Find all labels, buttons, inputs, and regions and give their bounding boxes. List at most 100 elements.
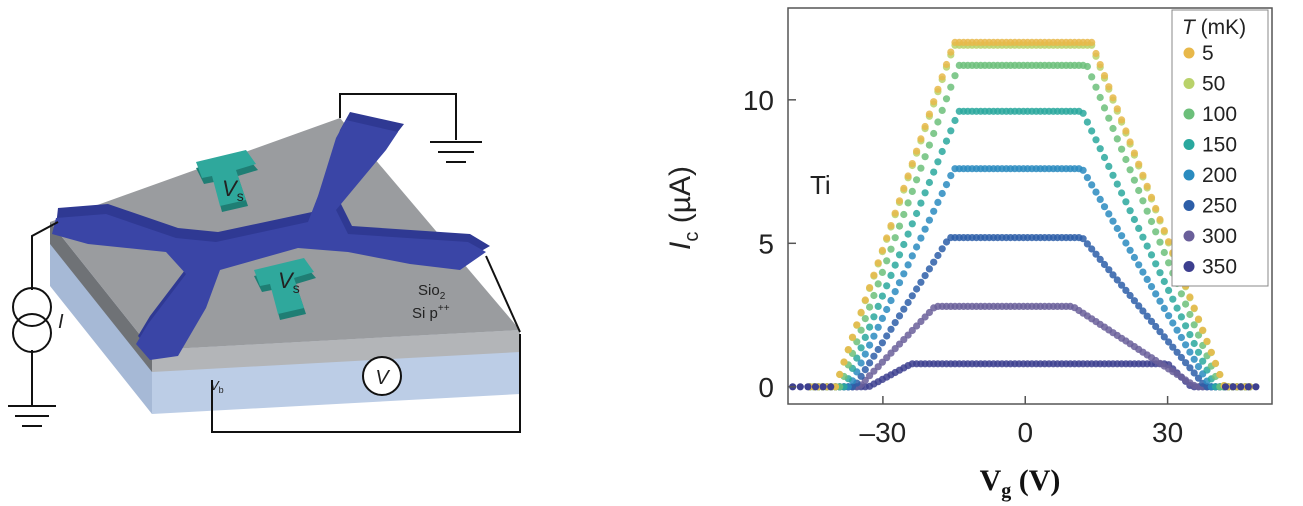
data-point bbox=[1118, 145, 1126, 153]
current-label: I bbox=[58, 311, 64, 333]
data-point bbox=[870, 332, 878, 340]
data-point bbox=[913, 285, 921, 293]
data-point bbox=[917, 234, 925, 242]
data-point bbox=[1186, 364, 1194, 372]
data-point bbox=[1135, 302, 1143, 310]
data-point bbox=[1079, 166, 1087, 174]
data-point bbox=[1122, 127, 1130, 135]
data-point bbox=[1130, 297, 1138, 305]
data-point bbox=[1088, 127, 1096, 135]
data-point bbox=[1169, 295, 1177, 303]
data-point bbox=[1194, 348, 1203, 356]
legend-label: 50 bbox=[1202, 73, 1225, 96]
data-point bbox=[887, 296, 895, 305]
data-point bbox=[866, 372, 874, 380]
data-point bbox=[853, 354, 861, 362]
data-point bbox=[1130, 176, 1138, 184]
data-point bbox=[1105, 210, 1113, 218]
data-point bbox=[1109, 94, 1117, 102]
data-point bbox=[925, 178, 934, 187]
data-point bbox=[861, 296, 869, 304]
data-point bbox=[942, 181, 951, 189]
data-point bbox=[930, 98, 938, 106]
data-point bbox=[1182, 322, 1190, 330]
data-point bbox=[1118, 189, 1126, 197]
data-point bbox=[1092, 188, 1100, 196]
data-point bbox=[1139, 171, 1147, 179]
data-point bbox=[908, 160, 916, 168]
data-point bbox=[913, 147, 921, 155]
data-point bbox=[796, 383, 804, 391]
data-point bbox=[1109, 124, 1117, 133]
data-point bbox=[1165, 312, 1173, 320]
data-point bbox=[1118, 281, 1126, 289]
data-point bbox=[1143, 182, 1151, 190]
legend-marker bbox=[1183, 169, 1195, 181]
back-gate-label: Vb bbox=[210, 378, 224, 395]
ground-icon bbox=[8, 405, 56, 427]
data-point bbox=[1190, 339, 1198, 348]
data-point bbox=[1194, 363, 1203, 371]
ground-icon bbox=[430, 141, 482, 163]
data-point bbox=[857, 326, 865, 334]
data-point bbox=[1126, 246, 1134, 254]
data-point bbox=[1105, 114, 1113, 122]
data-point bbox=[1229, 383, 1237, 391]
data-point bbox=[1122, 198, 1130, 206]
data-point bbox=[1088, 181, 1096, 189]
voltmeter-icon bbox=[362, 356, 402, 396]
data-point bbox=[1105, 162, 1113, 170]
x-tick-label: –30 bbox=[860, 417, 907, 448]
legend-label: 150 bbox=[1202, 134, 1237, 157]
data-point bbox=[947, 48, 955, 56]
data-point bbox=[1126, 166, 1134, 174]
data-point bbox=[857, 372, 865, 380]
legend-marker bbox=[1183, 230, 1195, 242]
data-point bbox=[811, 383, 820, 391]
data-point bbox=[1147, 317, 1156, 325]
data-point bbox=[917, 135, 925, 143]
data-point bbox=[883, 332, 891, 340]
data-point bbox=[1135, 261, 1143, 269]
data-point bbox=[1126, 207, 1134, 215]
data-point bbox=[904, 261, 912, 269]
data-point bbox=[908, 292, 916, 300]
data-point bbox=[836, 370, 844, 378]
data-point bbox=[1186, 348, 1194, 356]
data-point bbox=[1177, 290, 1185, 298]
data-point bbox=[1130, 215, 1138, 224]
voltmeter-label: V bbox=[375, 367, 390, 389]
data-point bbox=[827, 383, 835, 391]
legend-marker bbox=[1183, 78, 1195, 89]
data-point bbox=[1092, 250, 1100, 258]
data-point bbox=[1126, 138, 1134, 146]
data-point bbox=[1083, 118, 1091, 126]
data-point bbox=[947, 83, 955, 91]
data-point bbox=[1252, 383, 1260, 391]
data-point bbox=[1135, 160, 1143, 168]
series-layer bbox=[789, 38, 1260, 391]
data-point bbox=[934, 198, 942, 206]
current-source-icon bbox=[12, 287, 52, 353]
data-point bbox=[887, 349, 895, 357]
data-point bbox=[1177, 353, 1185, 362]
data-point bbox=[874, 345, 882, 354]
legend: T (mK) 5 50 100 150 200 250 300 350 bbox=[1171, 9, 1269, 287]
data-point bbox=[861, 366, 869, 374]
data-point bbox=[1100, 203, 1109, 211]
data-point bbox=[895, 340, 904, 348]
data-point bbox=[938, 147, 946, 156]
data-point bbox=[844, 346, 852, 354]
data-point bbox=[1186, 331, 1194, 339]
data-point bbox=[1079, 109, 1087, 117]
data-point bbox=[1165, 286, 1173, 294]
data-point bbox=[1156, 328, 1164, 336]
data-point bbox=[861, 315, 869, 323]
data-point bbox=[1190, 321, 1198, 329]
data-point bbox=[870, 271, 878, 279]
data-point bbox=[1152, 228, 1160, 236]
data-point bbox=[1139, 307, 1147, 315]
data-point bbox=[1165, 259, 1173, 267]
data-point bbox=[1169, 343, 1177, 351]
data-point bbox=[1160, 277, 1168, 286]
